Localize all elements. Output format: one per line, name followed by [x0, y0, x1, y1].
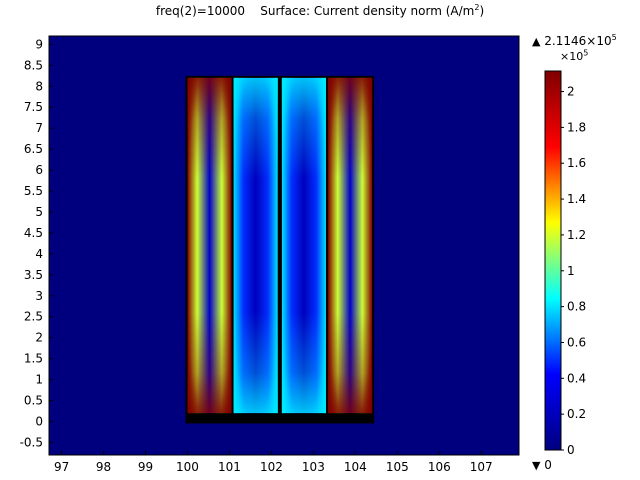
colorbar-min-value: 0 [544, 458, 552, 472]
x-tick-label: 102 [260, 460, 283, 474]
title-unit-exponent: 2 [474, 3, 480, 12]
y-tick-label: 0.5 [24, 394, 43, 408]
x-tick-label: 105 [386, 460, 409, 474]
conductor-4-corner-effect [328, 77, 373, 414]
y-tick-label: 1 [35, 373, 43, 387]
title-surface-text: Surface: Current density norm (A/m [260, 4, 475, 18]
colorbar-max-value: 2.1146×10 [544, 34, 612, 48]
colorbar-tick-label: 1.6 [567, 156, 586, 170]
colorbar-tick-label: 2 [567, 85, 575, 99]
colorbar-tick-label: 1.8 [567, 120, 586, 134]
y-tick-label: 7.5 [24, 100, 43, 114]
colorbar-multiplier: ×105 [560, 48, 589, 63]
colorbar-tick-label: 0.8 [567, 300, 586, 314]
colorbar [544, 70, 562, 451]
colorbar-tick-label: 0.4 [567, 371, 586, 385]
colorbar-max-label: ▲ 2.1146×105 [532, 33, 617, 49]
colorbar-tick-label: 0 [567, 443, 575, 457]
colorbar-tick-label: 1.4 [567, 192, 586, 206]
y-tick-label: 4 [35, 247, 43, 261]
y-tick-label: 6.5 [24, 142, 43, 156]
conductor-1-corner-effect [187, 77, 232, 414]
plot-title: freq(2)=10000 Surface: Current density n… [0, 3, 640, 19]
x-tick-label: 99 [138, 460, 153, 474]
up-arrow-icon: ▲ [532, 35, 541, 48]
colorbar-multiplier-text: ×10 [560, 50, 584, 63]
y-tick-label: 8 [35, 79, 43, 93]
y-tick-label: 3.5 [24, 268, 43, 282]
y-tick-label: 7 [35, 121, 43, 135]
title-freq: freq(2)=10000 [155, 4, 245, 18]
x-tick-label: 103 [302, 460, 325, 474]
y-tick-label: 5.5 [24, 184, 43, 198]
colorbar-tick-label: 0.2 [567, 407, 586, 421]
y-tick-label: 1.5 [24, 352, 43, 366]
x-tick-label: 106 [428, 460, 451, 474]
y-tick-label: 2.5 [24, 310, 43, 324]
conductor-2-corner-effect [233, 77, 278, 414]
y-tick-label: 8.5 [24, 58, 43, 72]
y-tick-label: 6 [35, 163, 43, 177]
y-tick-label: 4.5 [24, 226, 43, 240]
x-tick-label: 97 [54, 460, 69, 474]
colorbar-multiplier-exponent: 5 [583, 48, 589, 58]
x-tick-label: 104 [344, 460, 367, 474]
y-tick-label: 5 [35, 205, 43, 219]
colorbar-tick-label: 1 [567, 264, 575, 278]
x-tick-label: 100 [176, 460, 199, 474]
down-arrow-icon: ▼ [532, 459, 541, 472]
x-tick-label: 101 [218, 460, 241, 474]
title-expression: Surface: Current density norm (A/m2) [260, 3, 485, 19]
y-tick-label: 9 [35, 37, 43, 51]
colorbar-min-label: ▼ 0 [532, 458, 552, 472]
title-unit-close: ) [479, 4, 485, 18]
x-tick-label: 107 [470, 460, 493, 474]
colorbar-tick-label: 0.6 [567, 335, 586, 349]
y-tick-label: 0 [35, 414, 43, 428]
colorbar-max-exponent: 5 [611, 33, 617, 42]
y-tick-label: -0.5 [20, 435, 43, 449]
x-tick-label: 98 [96, 460, 111, 474]
plot-border [48, 35, 520, 456]
conductor-3-corner-effect [281, 77, 326, 414]
y-tick-label: 2 [35, 331, 43, 345]
colorbar-tick-label: 1.2 [567, 228, 586, 242]
y-tick-label: 3 [35, 289, 43, 303]
